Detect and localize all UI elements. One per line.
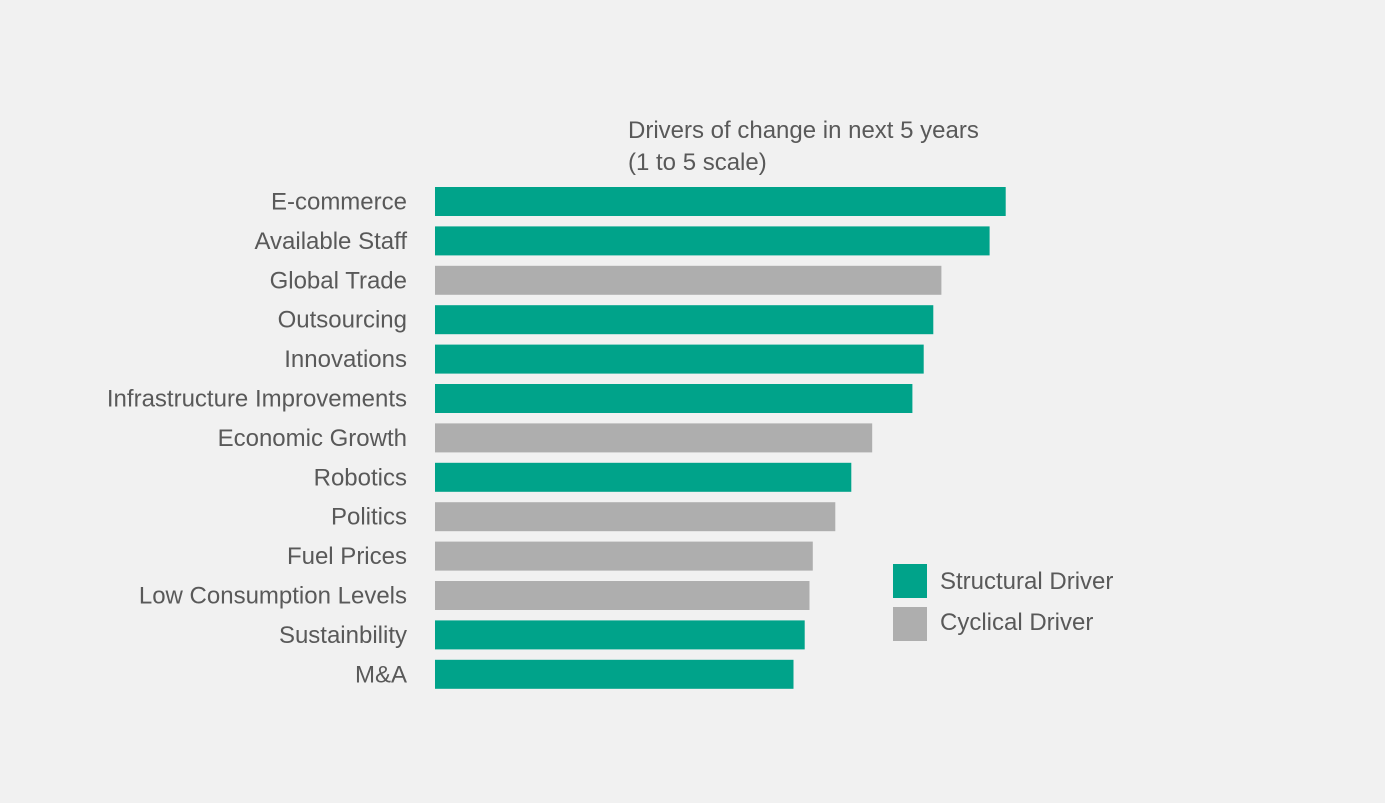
legend-swatch-cyclical xyxy=(893,607,927,641)
bar-robotics xyxy=(435,462,852,492)
category-label: Infrastructure Improvements xyxy=(107,386,407,413)
bar-available-staff xyxy=(435,226,990,256)
category-label: Global Trade xyxy=(270,267,407,294)
category-label: Politics xyxy=(331,504,407,531)
bar-fuel-prices xyxy=(435,541,813,571)
category-label: Innovations xyxy=(284,346,407,373)
category-label: Outsourcing xyxy=(278,307,407,334)
bar-economic-growth xyxy=(435,423,873,453)
legend-swatch-structural xyxy=(893,564,927,598)
bars-group xyxy=(435,187,1006,689)
chart-title-line-2: (1 to 5 scale) xyxy=(628,149,767,176)
category-labels-group: E-commerce Available Staff Global Trade Out… xyxy=(107,189,407,689)
category-label: M&A xyxy=(355,661,407,688)
category-label: Available Staff xyxy=(254,228,407,255)
legend-label-cyclical: Cyclical Driver xyxy=(940,609,1093,636)
chart-title-line-1: Drivers of change in next 5 years xyxy=(628,117,979,144)
bar-outsourcing xyxy=(435,305,934,335)
category-label: Fuel Prices xyxy=(287,543,407,570)
bar-e-commerce xyxy=(435,187,1006,216)
category-label: Economic Growth xyxy=(218,425,407,452)
bar-low-consumption-levels xyxy=(435,581,810,610)
category-label: Robotics xyxy=(314,464,407,491)
category-label: E-commerce xyxy=(271,189,407,216)
bar-global-trade xyxy=(435,265,942,295)
category-label: Low Consumption Levels xyxy=(139,583,407,610)
bar-infrastructure-improvements xyxy=(435,384,913,413)
bar-sustainbility xyxy=(435,620,805,650)
category-label: Sustainbility xyxy=(279,622,407,649)
bar-m-a xyxy=(435,659,794,689)
legend: Structural Driver Cyclical Driver xyxy=(893,564,1113,641)
legend-label-structural: Structural Driver xyxy=(940,568,1113,595)
bar-innovations xyxy=(435,344,924,374)
bar-politics xyxy=(435,502,836,532)
